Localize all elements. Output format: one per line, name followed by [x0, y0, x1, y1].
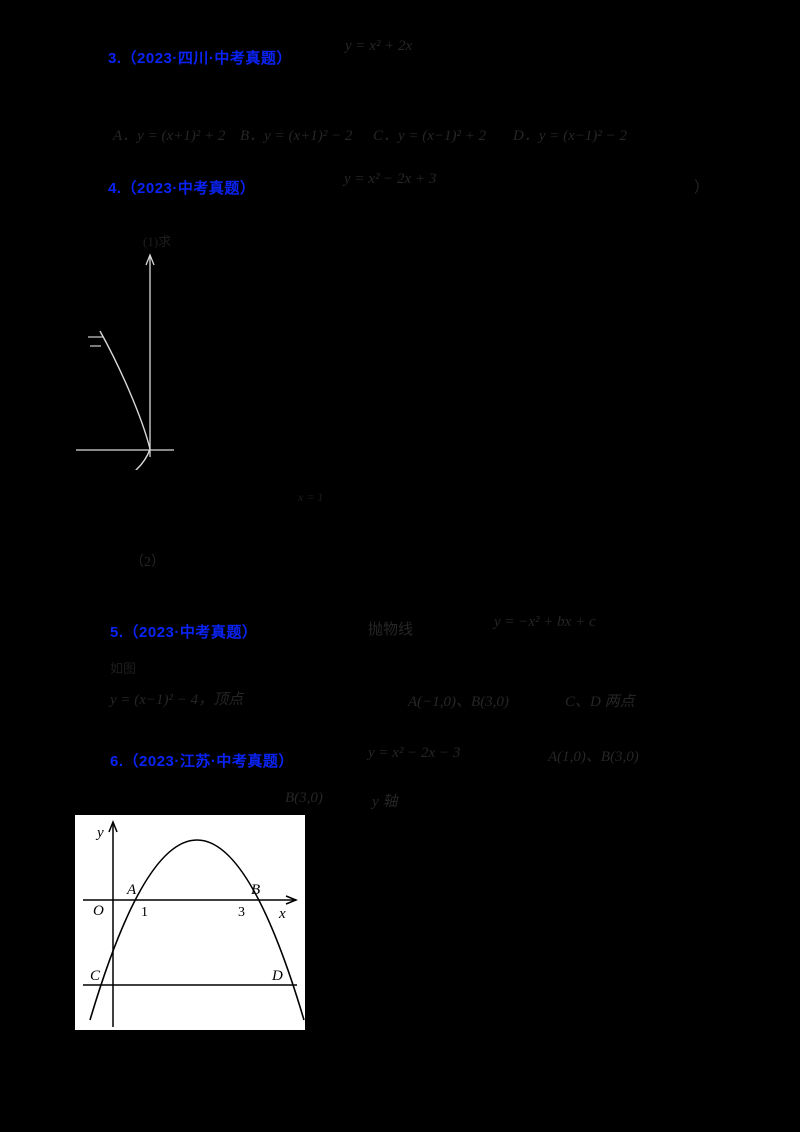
fig-x-label: x [278, 906, 286, 922]
q4-sketch-graph [76, 253, 174, 470]
fig-point-d-label: D [271, 968, 283, 984]
q5-row-left: y = (x−1)² − 4，顶点 [110, 692, 244, 708]
q3-option-d: D．y = (x−1)² − 2 [513, 128, 628, 144]
q5-row-right: C、D 两点 [565, 694, 635, 710]
sketch-y-arrow-icon [145, 253, 155, 266]
fig-point-a-label: A [126, 882, 137, 898]
fig-parabola-curve [89, 839, 305, 1021]
q6-source-tag: 6.（2023·江苏·中考真题） [110, 753, 294, 770]
fig-origin-label: O [93, 903, 104, 919]
q4-answer-paren: ） [694, 180, 710, 196]
fig-point-c-label: C [90, 968, 101, 984]
q5-row-mid: A(−1,0)、B(3,0) [408, 694, 509, 710]
fig-x-arrow-icon [285, 895, 299, 905]
q4-note: x = 1 [298, 490, 324, 504]
fig-tick-3: 3 [238, 905, 245, 920]
q5-source-tag: 5.（2023·中考真题） [110, 624, 258, 641]
q6-line2-left: B(3,0) [285, 790, 323, 806]
q3-option-c: C．y = (x−1)² + 2 [373, 128, 487, 144]
sketch-curve [99, 330, 151, 470]
q5-mid-text: 抛物线 [368, 622, 414, 638]
q6-stem-formula: y = x² − 2x − 3 [368, 745, 461, 761]
q4-stem-formula: y = x² − 2x + 3 [344, 171, 437, 187]
q6-stem-points: A(1,0)、B(3,0) [548, 749, 639, 765]
fig-point-b-label: B [251, 882, 260, 898]
q3-source-tag: 3.（2023·四川·中考真题） [108, 50, 292, 67]
q5-small-text: 如图 [110, 661, 137, 676]
q4-source-tag: 4.（2023·中考真题） [108, 180, 256, 197]
q3-option-b: B．y = (x+1)² − 2 [240, 128, 353, 144]
q3-stem-formula: y = x² + 2x [345, 38, 413, 54]
q4-part1-label: (1)求 [143, 234, 172, 249]
fig-y-label: y [95, 825, 104, 841]
q6-figure: y x O A B 1 3 C D [75, 815, 305, 1030]
fig-tick-1: 1 [141, 905, 148, 920]
q4-part2-label: （2） [130, 555, 165, 570]
q6-figure-svg: y x O A B 1 3 C D [83, 819, 305, 1027]
fig-y-arrow-icon [108, 819, 118, 833]
q5-stem-formula: y = −x² + bx + c [494, 614, 596, 630]
q6-line2-right: y 轴 [372, 794, 398, 810]
q3-option-a: A．y = (x+1)² + 2 [113, 128, 226, 144]
